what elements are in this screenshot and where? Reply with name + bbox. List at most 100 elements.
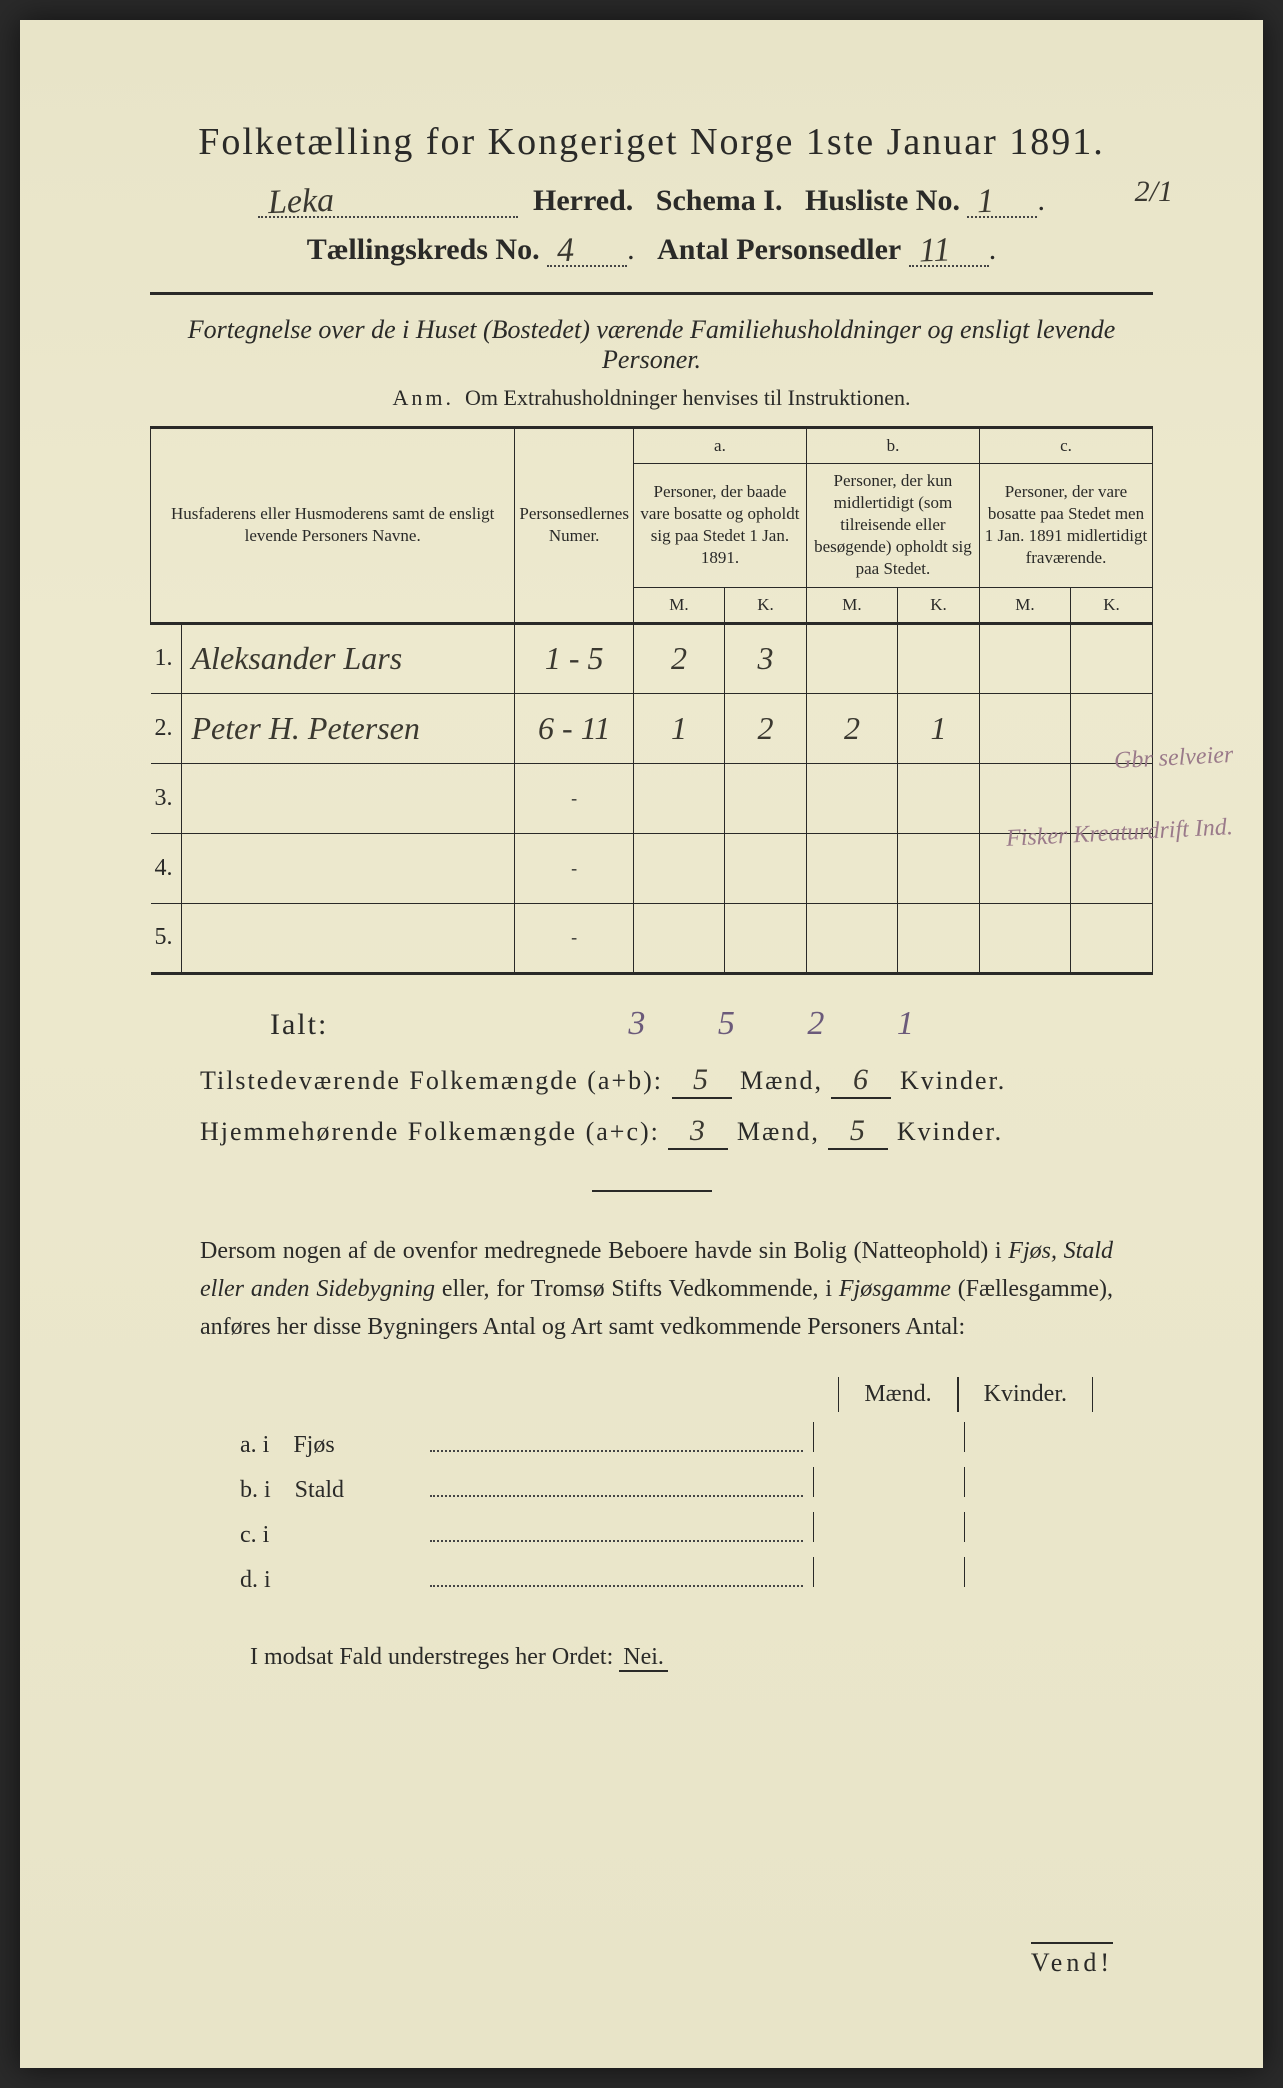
present-line: Tilstedeværende Folkemængde (a+b): 5 Mæn… bbox=[200, 1063, 1153, 1099]
numer-cell: 1 - 5 bbox=[515, 623, 634, 693]
ialt-label: Ialt: bbox=[270, 1008, 328, 1041]
cm-cell bbox=[979, 693, 1070, 763]
name-cell bbox=[181, 903, 515, 973]
ak-cell: 2 bbox=[725, 693, 807, 763]
ialt-am: 3 bbox=[598, 1005, 678, 1043]
kreds-label: Tællingskreds No. bbox=[307, 233, 540, 266]
husliste-suffix: 2/1 bbox=[1135, 175, 1173, 209]
home-m-field: 3 bbox=[668, 1114, 728, 1150]
th-ak: K. bbox=[725, 587, 807, 623]
husliste-field: 1 bbox=[967, 216, 1037, 218]
header-line-3: Tællingskreds No. 4 . Antal Personsedler… bbox=[150, 233, 1153, 267]
bk-cell bbox=[898, 623, 980, 693]
census-form-page: Folketælling for Kongeriget Norge 1ste J… bbox=[20, 20, 1263, 2068]
short-rule bbox=[592, 1190, 712, 1192]
home-line: Hjemmehørende Folkemængde (a+c): 3 Mænd,… bbox=[200, 1114, 1153, 1150]
anm-label: Anm. bbox=[393, 385, 455, 410]
home-label: Hjemmehørende Folkemængde (a+c): bbox=[200, 1117, 660, 1146]
th-bm: M. bbox=[806, 587, 897, 623]
margin-note-1: Gbr selveier bbox=[1113, 742, 1234, 775]
row-num: 2. bbox=[151, 693, 182, 763]
body-paragraph: Dersom nogen af de ovenfor medregnede Be… bbox=[200, 1232, 1113, 1347]
sub-table-header: Mænd. Kvinder. bbox=[150, 1377, 1153, 1412]
sub-th-maend: Mænd. bbox=[838, 1377, 957, 1412]
anm-line: Anm. Om Extrahusholdninger henvises til … bbox=[150, 385, 1153, 411]
ck-cell bbox=[1071, 623, 1153, 693]
antal-field: 11 bbox=[909, 265, 989, 267]
bm-cell bbox=[806, 623, 897, 693]
th-a-label: a. bbox=[633, 428, 806, 464]
th-c-label: c. bbox=[979, 428, 1152, 464]
nei-text: I modsat Fald understreges her Ordet: bbox=[250, 1644, 613, 1670]
anm-text: Om Extrahusholdninger henvises til Instr… bbox=[465, 385, 910, 410]
th-am: M. bbox=[633, 587, 724, 623]
name-cell: Peter H. Petersen bbox=[181, 693, 515, 763]
present-k-field: 6 bbox=[831, 1063, 891, 1099]
table-row: 2. Peter H. Petersen 6 - 11 1 2 2 1 bbox=[151, 693, 1153, 763]
maend-label-2: Mænd, bbox=[737, 1117, 820, 1146]
present-label: Tilstedeværende Folkemængde (a+b): bbox=[200, 1066, 663, 1095]
bk-cell: 1 bbox=[898, 693, 980, 763]
husliste-value: 1 bbox=[977, 183, 995, 222]
sub-th-kvinder: Kvinder. bbox=[958, 1377, 1093, 1412]
row-num: 1. bbox=[151, 623, 182, 693]
th-bk: K. bbox=[898, 587, 980, 623]
herred-field: Leka bbox=[258, 216, 518, 218]
herred-label: Herred. bbox=[533, 184, 633, 217]
husliste-label: Husliste No. bbox=[805, 184, 960, 217]
th-cm: M. bbox=[979, 587, 1070, 623]
th-b-text: Personer, der kun midlertidigt (som tilr… bbox=[806, 464, 979, 587]
subtitle: Fortegnelse over de i Huset (Bostedet) v… bbox=[150, 315, 1153, 375]
maend-label: Mænd, bbox=[740, 1066, 823, 1095]
kreds-value: 4 bbox=[556, 232, 574, 271]
table-row: 3. - bbox=[151, 763, 1153, 833]
numer-cell: - bbox=[515, 763, 634, 833]
row-num: 3. bbox=[151, 763, 182, 833]
sub-row: c. i bbox=[240, 1512, 1113, 1549]
main-title: Folketælling for Kongeriget Norge 1ste J… bbox=[150, 120, 1153, 164]
herred-value: Leka bbox=[267, 182, 334, 222]
th-b-label: b. bbox=[806, 428, 979, 464]
cm-cell bbox=[979, 623, 1070, 693]
divider-1 bbox=[150, 292, 1153, 295]
header-line-2: Leka Herred. Schema I. Husliste No. 1 . bbox=[150, 184, 1153, 218]
bm-cell: 2 bbox=[806, 693, 897, 763]
kvinder-label: Kvinder. bbox=[900, 1066, 1006, 1095]
am-cell: 2 bbox=[633, 623, 724, 693]
table-row: 4. - bbox=[151, 833, 1153, 903]
sub-row: b. i Stald bbox=[240, 1467, 1113, 1504]
vend-label: Vend! bbox=[1031, 1942, 1113, 1978]
th-ck: K. bbox=[1071, 587, 1153, 623]
sub-row: a. i Fjøs bbox=[240, 1422, 1113, 1459]
kreds-field: 4 bbox=[547, 265, 627, 267]
nei-line: I modsat Fald understreges her Ordet: Ne… bbox=[250, 1644, 1153, 1671]
th-numer: Personsedlernes Numer. bbox=[515, 428, 634, 624]
ak-cell: 3 bbox=[725, 623, 807, 693]
am-cell: 1 bbox=[633, 693, 724, 763]
sub-row: d. i bbox=[240, 1557, 1113, 1594]
numer-cell: - bbox=[515, 903, 634, 973]
table-row: 1. Aleksander Lars 1 - 5 2 3 bbox=[151, 623, 1153, 693]
name-cell bbox=[181, 833, 515, 903]
th-names: Husfaderens eller Husmoderens samt de en… bbox=[151, 428, 515, 624]
name-cell: Aleksander Lars bbox=[181, 623, 515, 693]
household-table: Husfaderens eller Husmoderens samt de en… bbox=[150, 426, 1153, 975]
th-c-text: Personer, der vare bosatte paa Stedet me… bbox=[979, 464, 1152, 587]
schema-label: Schema I. bbox=[656, 184, 783, 217]
present-m-field: 5 bbox=[672, 1063, 732, 1099]
kvinder-label-2: Kvinder. bbox=[897, 1117, 1003, 1146]
ialt-ak: 5 bbox=[687, 1005, 767, 1043]
numer-cell: 6 - 11 bbox=[515, 693, 634, 763]
row-num: 4. bbox=[151, 833, 182, 903]
sub-table: a. i Fjøs b. i Stald c. i d. i bbox=[240, 1422, 1113, 1594]
table-row: 5. - bbox=[151, 903, 1153, 973]
antal-label: Antal Personsedler bbox=[657, 233, 901, 266]
row-num: 5. bbox=[151, 903, 182, 973]
nei-word: Nei. bbox=[619, 1644, 668, 1672]
name-cell bbox=[181, 763, 515, 833]
antal-value: 11 bbox=[918, 231, 951, 270]
numer-cell: - bbox=[515, 833, 634, 903]
th-a-text: Personer, der baade vare bosatte og opho… bbox=[633, 464, 806, 587]
ialt-row: Ialt: 3 5 2 1 bbox=[270, 1005, 1153, 1043]
ialt-bk: 1 bbox=[866, 1005, 946, 1043]
